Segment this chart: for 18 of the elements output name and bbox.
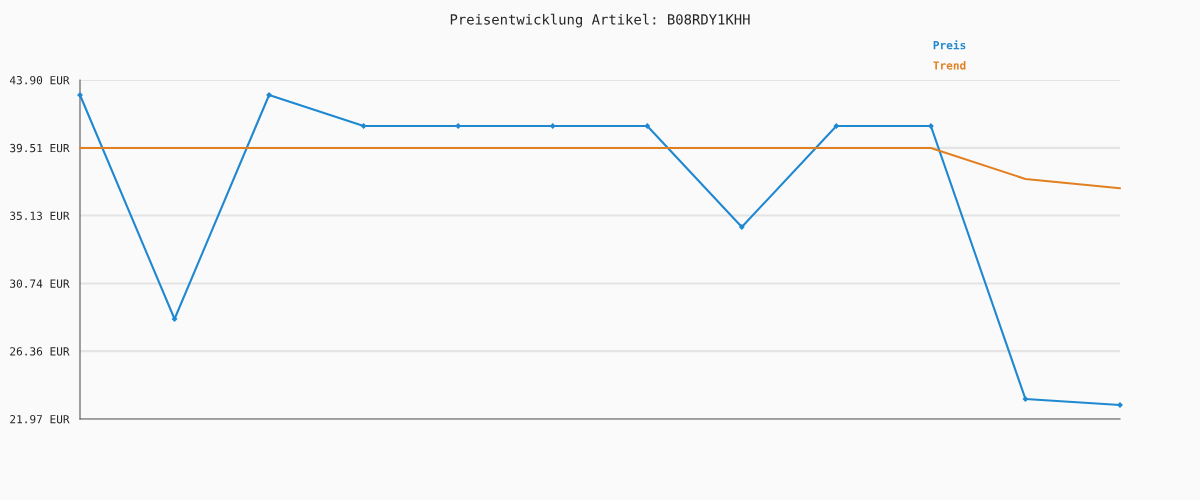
text: Trend — [933, 61, 966, 70]
y-tick-label: 35.13 EUR — [10, 211, 70, 220]
y-tick-label: 21.97 EUR — [10, 415, 70, 424]
point — [833, 123, 840, 130]
point — [266, 92, 273, 98]
y-tick-label: 43.90 EUR — [9, 76, 70, 85]
y-tick-label: 30.74 EUR — [10, 279, 70, 288]
point — [644, 123, 651, 130]
point — [1022, 396, 1029, 402]
point — [738, 224, 745, 230]
y-tick-label: 39.51 EUR — [10, 143, 70, 153]
y-tick-label: 26.36 EUR — [10, 347, 70, 356]
chart-title: Preisentwicklung Artikel: B08RDY1KHH — [450, 13, 750, 28]
point — [1117, 401, 1123, 408]
point — [549, 123, 556, 130]
point — [360, 123, 367, 130]
text: Preis — [933, 40, 966, 50]
point — [171, 316, 178, 322]
